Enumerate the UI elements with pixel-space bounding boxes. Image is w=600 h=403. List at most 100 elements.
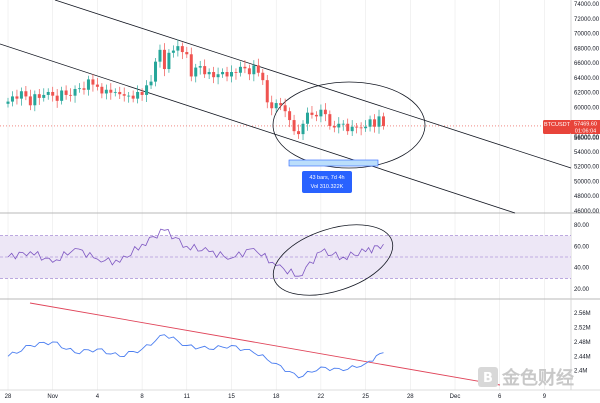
candle-body (332, 125, 336, 128)
candle-body (51, 91, 55, 96)
candle-body (270, 102, 274, 109)
watermark: B 金色财经 (478, 367, 574, 389)
candle-body (158, 49, 162, 62)
candle-body (341, 123, 345, 125)
candle-body (64, 90, 68, 95)
candle-body (15, 96, 19, 99)
measure-volume-text: Vol 310.322K (311, 184, 344, 190)
candle-body (381, 116, 385, 126)
candle-body (328, 114, 332, 126)
candle-body (377, 116, 381, 127)
price-ellipse-annotation[interactable] (272, 81, 426, 169)
candle-body (256, 65, 260, 73)
candle-body (212, 72, 216, 78)
candle-body (145, 85, 149, 95)
rsi-axis[interactable]: 80.00 60.00 40.00 20.00 (574, 223, 590, 293)
time-tick-label: 25 (362, 394, 369, 400)
candle-body (140, 91, 144, 95)
candle-body (243, 66, 247, 69)
rsi-tick-label: 60.00 (574, 244, 590, 250)
indicator-tick-label: 2.4M (574, 369, 587, 375)
channel-lower-line[interactable] (0, 43, 516, 214)
candle-body (118, 91, 122, 95)
price-tick-label: 60000.00 (574, 106, 600, 112)
candle-body (37, 94, 41, 98)
candle-body (42, 94, 46, 98)
price-tick-label: 74000.00 (574, 2, 600, 8)
price-tick-label: 54000.00 (574, 150, 600, 156)
indicator-tick-label: 2.52M (574, 326, 591, 332)
channel-upper-line[interactable] (54, 0, 572, 169)
candle-body (368, 119, 372, 127)
time-axis[interactable]: 28 Nov 4 8 11 15 18 22 25 28 Dec 6 9 (5, 394, 547, 400)
candle-body (82, 88, 86, 90)
time-tick-label: 15 (228, 394, 235, 400)
price-secondary-label: 56000.00 (574, 136, 600, 142)
time-tick-label: 8 (140, 394, 144, 400)
price-tick-label: 68000.00 (574, 46, 600, 52)
candle-body (288, 111, 292, 121)
price-tick-label: 56000.00 (574, 135, 600, 141)
candle-body (86, 79, 90, 90)
measure-range[interactable] (288, 159, 379, 167)
time-tick-label: Nov (47, 394, 58, 400)
candle-body (100, 86, 104, 94)
rsi-tick-label: 20.00 (574, 287, 590, 293)
time-tick-label: 28 (5, 394, 12, 400)
price-tick-label: 52000.00 (574, 165, 600, 171)
candle-body (301, 123, 305, 135)
candle-body (33, 94, 37, 106)
candle-body (131, 95, 135, 99)
candle-body (19, 91, 23, 99)
time-tick-label: 4 (96, 394, 100, 400)
candle-body (60, 90, 64, 101)
indicator-axis[interactable]: 2.56M 2.52M 2.48M 2.44M 2.4M (574, 311, 591, 374)
watermark-logo-icon (478, 367, 498, 387)
candle-body (261, 72, 265, 81)
candle-body (247, 68, 251, 75)
rsi-ellipse-annotation[interactable] (264, 211, 401, 308)
candle-body (314, 114, 318, 117)
indicator-trend-line[interactable] (29, 302, 501, 386)
candle-body (252, 65, 256, 75)
candle-body (355, 126, 359, 128)
candle-body (265, 80, 269, 103)
candle-body (373, 119, 377, 127)
watermark-text: 金色财经 (501, 367, 574, 389)
candle-body (113, 91, 117, 93)
candle-body (310, 112, 314, 115)
price-axis[interactable]: 74000.00 72000.00 70000.00 68000.00 66000.00… (574, 2, 600, 215)
price-badge-value: 57469.60 (574, 122, 597, 128)
candle-body (127, 95, 131, 97)
price-badge-symbol: BTCUSDT (544, 122, 571, 128)
price-tick-label: 72000.00 (574, 17, 600, 23)
price-badge-countdown: 01:06:04 (575, 129, 596, 135)
candle-body (359, 127, 363, 129)
price-badge-countdown-bg (571, 127, 600, 134)
candle-body (91, 79, 95, 85)
candle-body (180, 46, 184, 53)
candle-body (305, 112, 309, 124)
candle-body (28, 96, 32, 106)
price-tick-label: 62000.00 (574, 91, 600, 97)
watermark-logo-glyph: B (483, 371, 493, 386)
candle-body (238, 66, 242, 73)
candle-body (10, 96, 14, 102)
candle-body (225, 72, 229, 77)
candle-body (24, 91, 28, 97)
candle-body (55, 95, 59, 101)
candle-body (162, 49, 166, 70)
time-tick-label: Dec (450, 394, 461, 400)
candle-body (176, 46, 180, 51)
candle-body (78, 88, 82, 90)
measure-box[interactable] (302, 171, 352, 193)
candle-body (194, 67, 198, 77)
candle-body (122, 94, 126, 96)
candle-body (46, 91, 50, 95)
candle-body (69, 94, 73, 96)
candle-body (203, 66, 207, 75)
candle-body (109, 89, 113, 93)
time-tick-label: 9 (543, 394, 547, 400)
